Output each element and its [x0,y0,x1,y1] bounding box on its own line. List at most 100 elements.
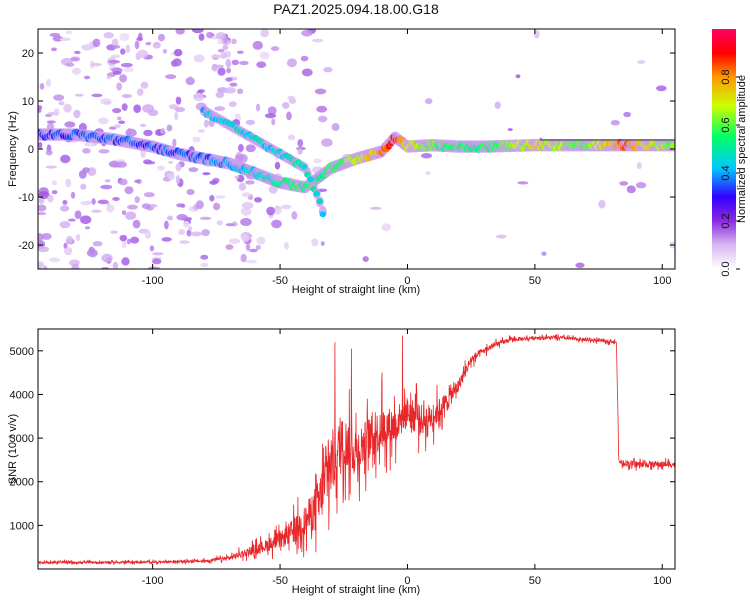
spectrogram-cell [188,226,193,231]
snr-x-label: Height of straight line (km) [292,584,420,596]
spectrogram-cell [252,40,263,50]
spectrogram-cell [51,190,58,195]
spectrogram-y-label: Frequency (Hz) [7,111,19,187]
spectrogram-cell [203,119,209,128]
spectrogram-cell [636,162,642,170]
spectrogram-cell [626,185,636,194]
snr-y-tick-label: 1000 [10,520,34,532]
spectrogram-cell [234,175,240,179]
snr-x-tick-label: -50 [272,575,288,587]
spectrogram-cell [231,38,237,45]
spectrogram-cell [245,243,251,251]
spectrogram-cell [234,154,244,162]
spectrogram-x-tick-label: -100 [142,275,164,287]
spectrogram-x-label: Height of straight line (km) [292,284,420,296]
spectrogram-cell [175,175,181,184]
spectrogram-cell [286,58,297,68]
spectrogram-cell [111,38,119,47]
spectrogram-cell [60,154,71,164]
spectrogram-cell [100,98,112,105]
spectrogram-cell [199,216,212,220]
spectrogram-cell [74,93,84,97]
spectrogram-cell [65,62,75,67]
colorbar-tick-label: 0.0 [720,261,732,276]
spectrogram-cell [241,233,250,243]
spectrogram-cell [214,106,226,111]
spectrogram-cell [220,51,228,59]
spectrogram-cell [179,240,190,244]
spectrogram-cell [225,223,235,227]
spectrogram-cell [136,49,148,59]
spectrogram-cell [38,246,50,253]
spectrogram-cell [318,115,328,123]
spectrogram-cell [313,190,320,197]
spectrogram-cell [133,104,142,113]
spectrogram-cell [112,71,122,75]
spectrogram-cell [637,60,646,64]
spectrogram-cell [70,191,76,199]
spectrogram-cell [141,203,151,209]
spectrogram-cell [162,48,168,54]
snr-y-tick-label: 2000 [10,477,34,489]
spectrogram-cell [313,158,323,164]
spectrogram-y-tick-label: 10 [22,96,34,108]
spectrogram-cell [217,48,225,53]
spectrogram-cell [381,223,392,232]
spectrogram-cell [125,44,131,54]
spectrogram-cell [46,120,56,124]
spectrogram-cell [200,262,209,268]
spectrogram-cell [161,237,172,242]
snr-x-tick-label: -100 [142,575,164,587]
spectrogram-cell [127,204,138,210]
spectrogram-cell [144,230,152,240]
spectrogram-cell [45,78,52,87]
spectrogram-cell [74,210,82,220]
spectrogram-cell [206,31,214,39]
spectrogram-cell [494,101,501,110]
spectrogram-cell [517,181,529,185]
spectrogram-cell [67,218,76,222]
spectrogram-cell [143,192,155,198]
spectrogram-cell [98,149,110,154]
colorbar-gradient [712,29,736,269]
spectrogram-cell [38,211,47,216]
spectrogram-cell [237,88,244,95]
spectrogram-cell [175,29,185,35]
spectrogram-cell [301,29,313,37]
spectrogram-cell [272,220,279,227]
spectrogram-cell [168,160,174,164]
spectrogram-cell [130,236,140,244]
spectrogram-cell [164,220,169,230]
spectrogram-cell [121,103,128,111]
spectrogram-y-tick-label: -10 [18,192,34,204]
spectrogram-y-tick-label: 0 [28,144,34,156]
spectrogram-cell [110,54,121,59]
spectrogram-cell [245,119,256,126]
spectrogram-x-tick-label: 100 [653,275,671,287]
spectrogram-cell [112,196,120,201]
spectrogram-cell [124,186,134,195]
spectrogram-cell [211,63,218,72]
spectrogram-cell [39,82,45,90]
snr-x-tick-label: 100 [653,575,671,587]
spectrogram-cell [286,111,292,121]
spectrogram-cell [70,57,80,62]
colorbar-tick-label: 0.8 [720,69,732,84]
spectrogram-cell [149,245,155,252]
spectrogram-cell [311,238,319,247]
chart-title: PAZ1.2025.094.18.00.G18 [273,1,439,17]
spectrogram-cell [152,252,164,256]
spectrogram-cell [145,41,152,46]
spectrogram-cell [49,33,61,37]
spectrogram-cell [200,254,209,260]
spectrogram-cell [201,229,210,237]
spectrogram-cell [147,109,159,117]
spectrogram-cell [281,204,292,210]
spectrogram-cell [287,95,296,101]
spectrogram-cell [82,148,91,154]
spectrogram-cell [229,82,238,87]
snr-y-label: SNR (10 * v/v) [7,414,19,484]
spectrogram-cell [507,128,513,132]
spectrogram-cell [215,195,226,199]
